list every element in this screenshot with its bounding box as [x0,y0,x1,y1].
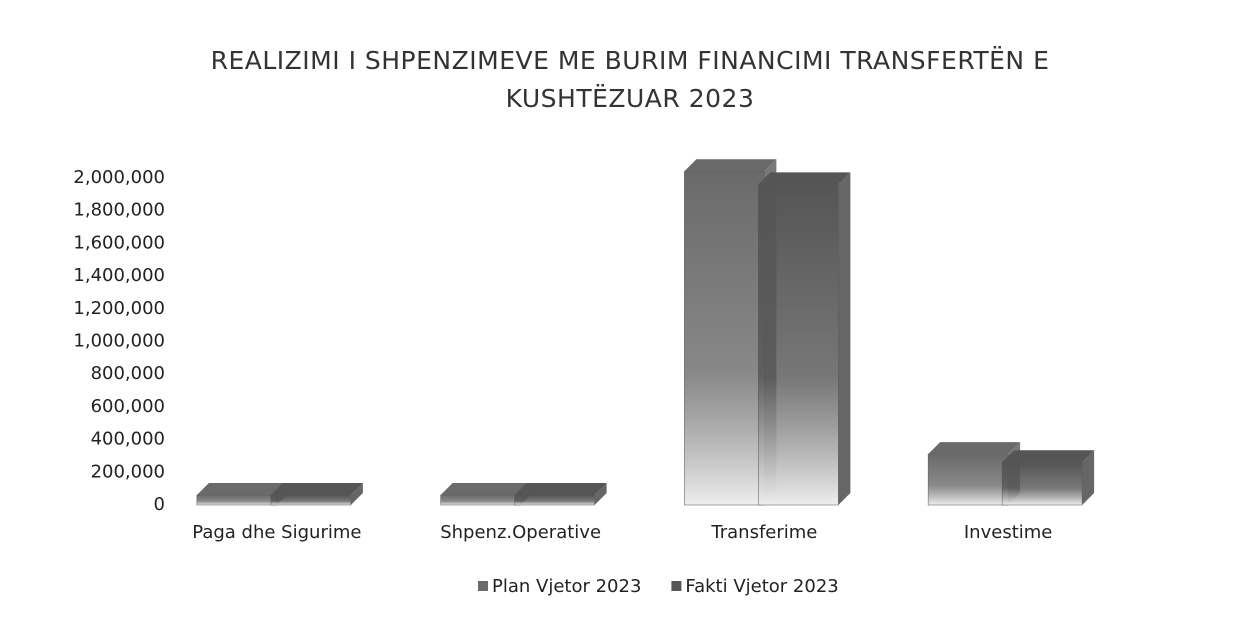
bar [440,494,521,506]
bar-side [350,483,363,505]
bar-top [1002,450,1095,463]
bar-top [440,483,533,495]
bar-top [196,483,289,495]
bar [927,453,1009,506]
y-tick-label: 1,400,000 [73,265,165,286]
legend-label: Fakti Vjetor 2023 [685,576,838,597]
bar-side [1082,450,1095,505]
bar [196,494,278,506]
bar-top [270,483,363,495]
x-tick-label: Shpenz.Operative [440,522,601,543]
bar [1001,462,1083,506]
legend-swatch [478,581,488,591]
bar-side [594,483,607,505]
bar [514,494,595,506]
y-tick-label: 1,000,000 [73,331,165,352]
bar-top [758,172,851,185]
bar-top [514,483,607,495]
y-tick-label: 0 [154,494,165,515]
legend-swatch [671,581,682,591]
bar [758,184,839,506]
y-tick-label: 600,000 [91,396,165,417]
x-tick-label: Paga dhe Sigurime [192,522,361,543]
y-tick-label: 800,000 [91,363,165,384]
bar-side [838,172,851,505]
y-tick-label: 200,000 [91,461,165,482]
legend-label: Plan Vjetor 2023 [492,576,641,597]
y-tick-label: 1,800,000 [73,200,165,221]
bar [270,494,352,506]
chart-title: REALIZIMI I SHPENZIMEVE ME BURIM FINANCI… [210,46,1050,113]
bar-top [684,159,777,172]
bar-top [928,442,1021,455]
x-tick-label: Investime [964,522,1053,543]
y-tick-label: 2,000,000 [73,167,165,188]
bar [684,171,765,506]
x-tick-label: Transferime [710,522,817,543]
y-tick-label: 1,200,000 [73,298,165,319]
y-tick-label: 1,600,000 [73,232,165,253]
y-tick-label: 400,000 [91,429,165,450]
